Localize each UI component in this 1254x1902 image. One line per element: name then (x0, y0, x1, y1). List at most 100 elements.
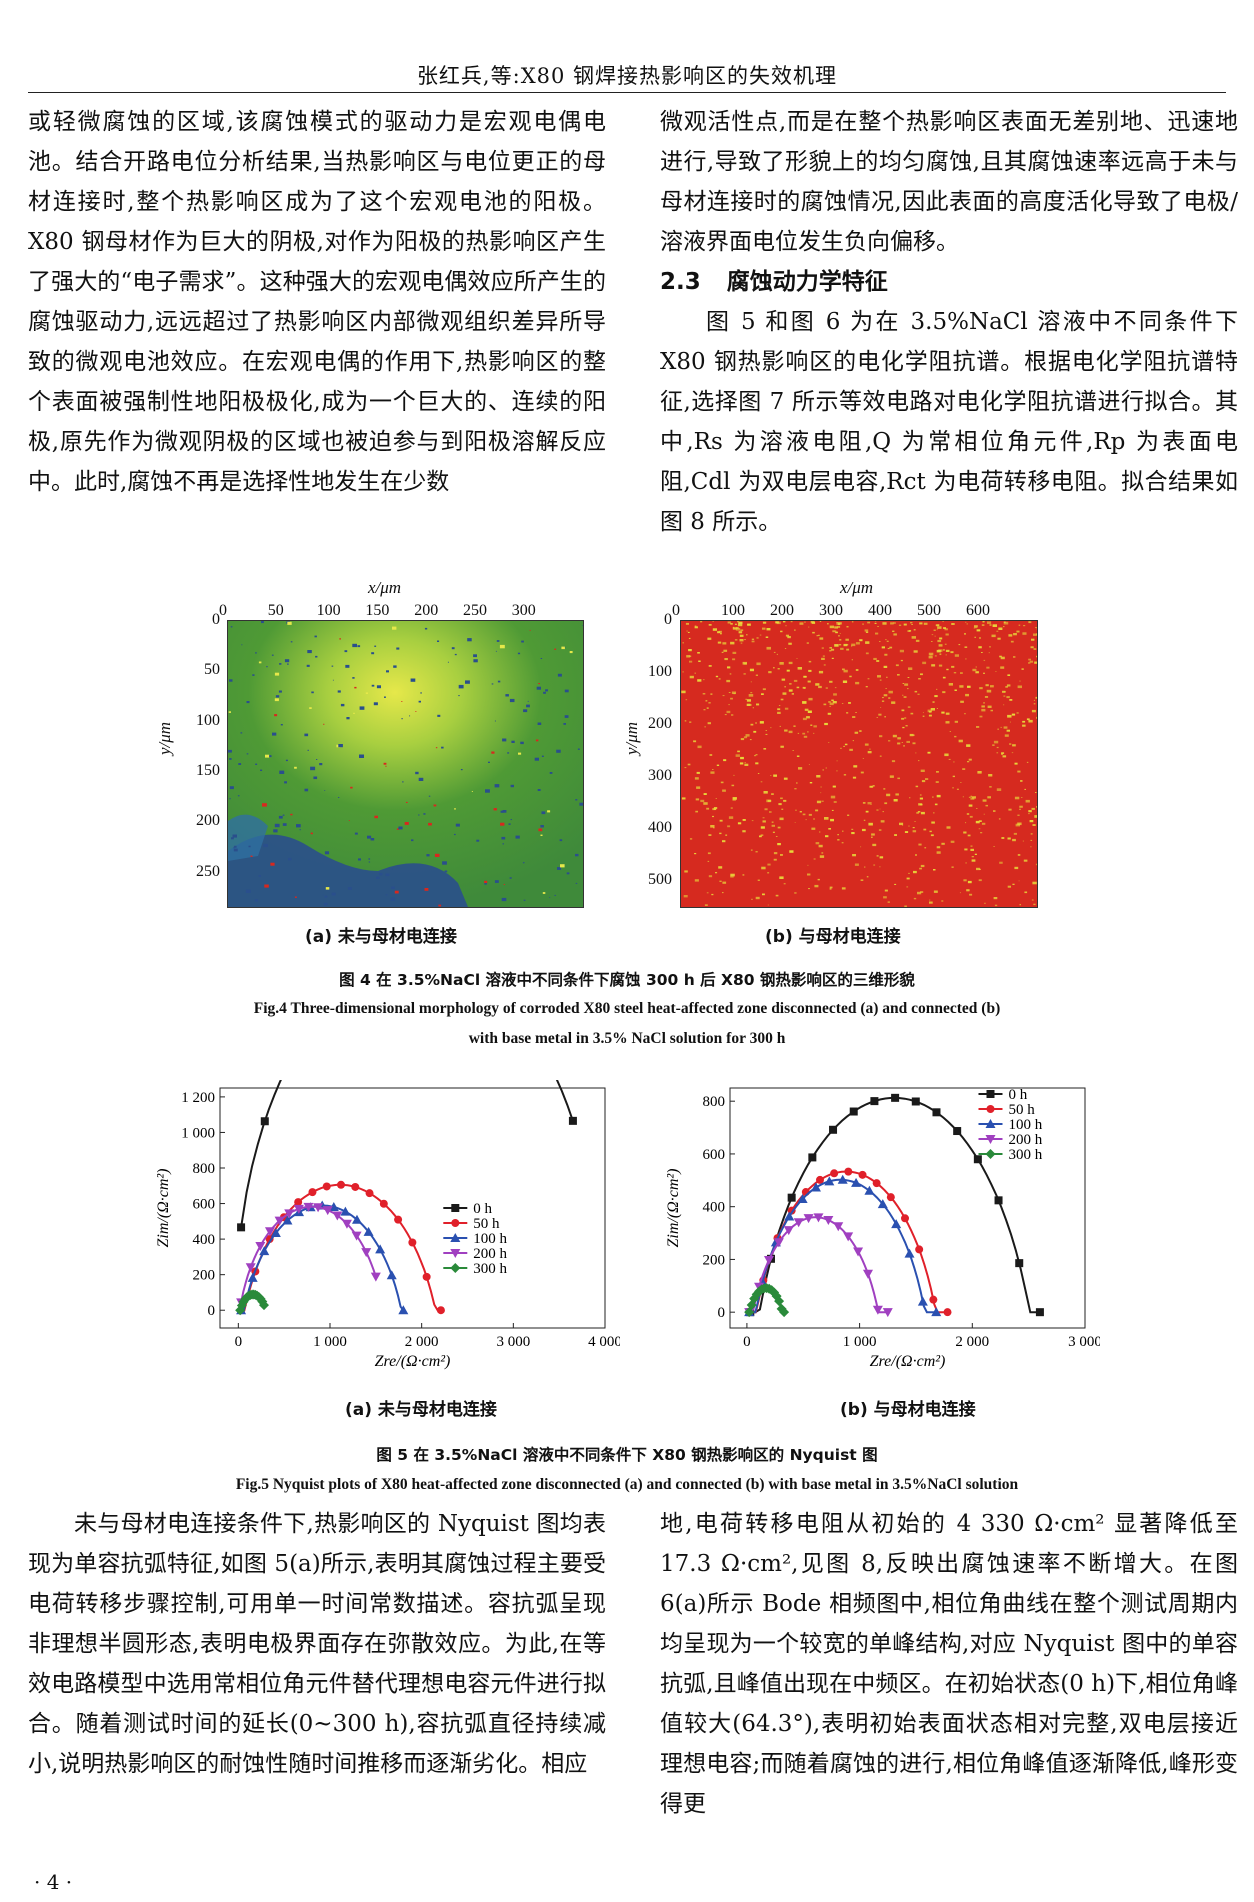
map-speck (1030, 846, 1032, 848)
map-speck (895, 793, 899, 796)
map-speck (325, 887, 330, 890)
map-speck (359, 754, 364, 758)
map-speck (707, 637, 712, 640)
y-tick-label: 0 (208, 1303, 216, 1319)
map-speck (708, 624, 712, 626)
map-speck (1017, 685, 1022, 689)
map-speck (712, 628, 717, 631)
map-speck (929, 711, 932, 713)
map-speck (902, 825, 904, 826)
map-speck (806, 642, 809, 644)
data-point (450, 1233, 461, 1242)
map-speck (426, 854, 430, 857)
map-speck (507, 752, 510, 754)
data-point (829, 1125, 838, 1134)
map-speck (771, 821, 774, 823)
map-speck (784, 729, 788, 732)
map-speck (1023, 625, 1026, 627)
data-point (915, 1245, 924, 1254)
map-speck (685, 622, 689, 625)
map-speck (724, 714, 727, 716)
map-speck (931, 641, 933, 642)
map-speck (491, 751, 495, 754)
data-point (235, 1305, 246, 1316)
map-speck (743, 736, 748, 739)
map-speck (907, 706, 911, 708)
fig4b-y-tick-400: 400 (648, 819, 672, 836)
map-speck (569, 651, 573, 654)
map-speck (1021, 797, 1023, 798)
series-0-h (237, 1080, 577, 1232)
map-speck (1019, 808, 1021, 810)
map-speck (682, 642, 684, 644)
map-speck (755, 754, 758, 756)
map-speck (918, 760, 920, 762)
map-speck (261, 621, 264, 624)
map-speck (998, 818, 1001, 820)
map-speck (338, 744, 343, 748)
data-point (313, 1203, 324, 1213)
map-speck (933, 869, 936, 871)
map-speck (494, 880, 499, 883)
map-speck (538, 683, 540, 685)
map-speck (970, 848, 974, 851)
map-speck (746, 699, 751, 702)
map-speck (693, 740, 697, 743)
map-speck (966, 813, 970, 815)
map-speck (875, 632, 879, 635)
map-speck (737, 822, 742, 825)
map-speck (734, 623, 737, 625)
map-speck (371, 652, 375, 655)
map-speck (993, 897, 998, 900)
map-speck (728, 816, 734, 819)
map-speck (254, 899, 258, 902)
map-speck (750, 723, 754, 726)
map-speck (1014, 762, 1018, 765)
y-tick-label: 600 (703, 1147, 726, 1163)
x-tick-label: 1 000 (313, 1334, 347, 1350)
map-speck (939, 653, 942, 655)
map-speck (526, 704, 530, 708)
map-speck (867, 802, 872, 805)
map-speck (821, 657, 825, 660)
y-tick-label: 400 (193, 1232, 216, 1248)
map-speck (733, 692, 736, 695)
map-speck (730, 623, 733, 625)
map-speck (278, 690, 282, 693)
map-speck (876, 717, 878, 718)
map-speck (760, 781, 763, 783)
map-speck (904, 905, 907, 907)
map-speck (1023, 859, 1028, 862)
map-speck (819, 637, 824, 640)
map-speck (520, 741, 524, 745)
map-speck (865, 686, 868, 688)
map-speck (813, 858, 816, 860)
map-speck (401, 718, 403, 720)
map-speck (541, 755, 544, 757)
map-speck (756, 703, 760, 706)
map-speck (879, 808, 881, 810)
map-speck (775, 894, 779, 897)
map-speck (851, 621, 854, 623)
map-speck (819, 831, 821, 833)
map-speck (773, 858, 777, 861)
map-speck (540, 834, 543, 836)
map-speck (974, 853, 977, 855)
map-speck (796, 658, 798, 659)
x-tick-label: 0 (743, 1334, 751, 1350)
map-speck (986, 666, 990, 669)
plot-frame (729, 1087, 1086, 1329)
map-speck (354, 686, 357, 689)
map-speck (732, 797, 737, 800)
map-speck (872, 843, 877, 847)
map-speck (831, 809, 834, 811)
map-speck (385, 894, 388, 896)
map-speck (804, 621, 806, 623)
data-point (237, 1223, 246, 1232)
map-speck (922, 712, 924, 713)
map-speck (266, 666, 268, 668)
map-speck (723, 759, 727, 762)
map-speck (808, 764, 810, 765)
map-speck (1017, 854, 1021, 856)
map-speck (751, 898, 753, 900)
